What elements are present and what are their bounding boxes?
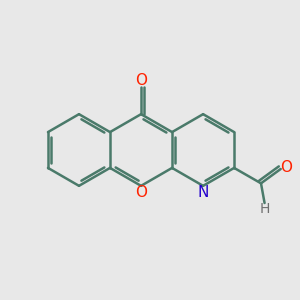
Text: H: H <box>260 202 270 217</box>
Text: O: O <box>135 74 147 88</box>
Text: O: O <box>135 185 147 200</box>
Text: N: N <box>197 185 209 200</box>
Text: O: O <box>280 160 292 175</box>
